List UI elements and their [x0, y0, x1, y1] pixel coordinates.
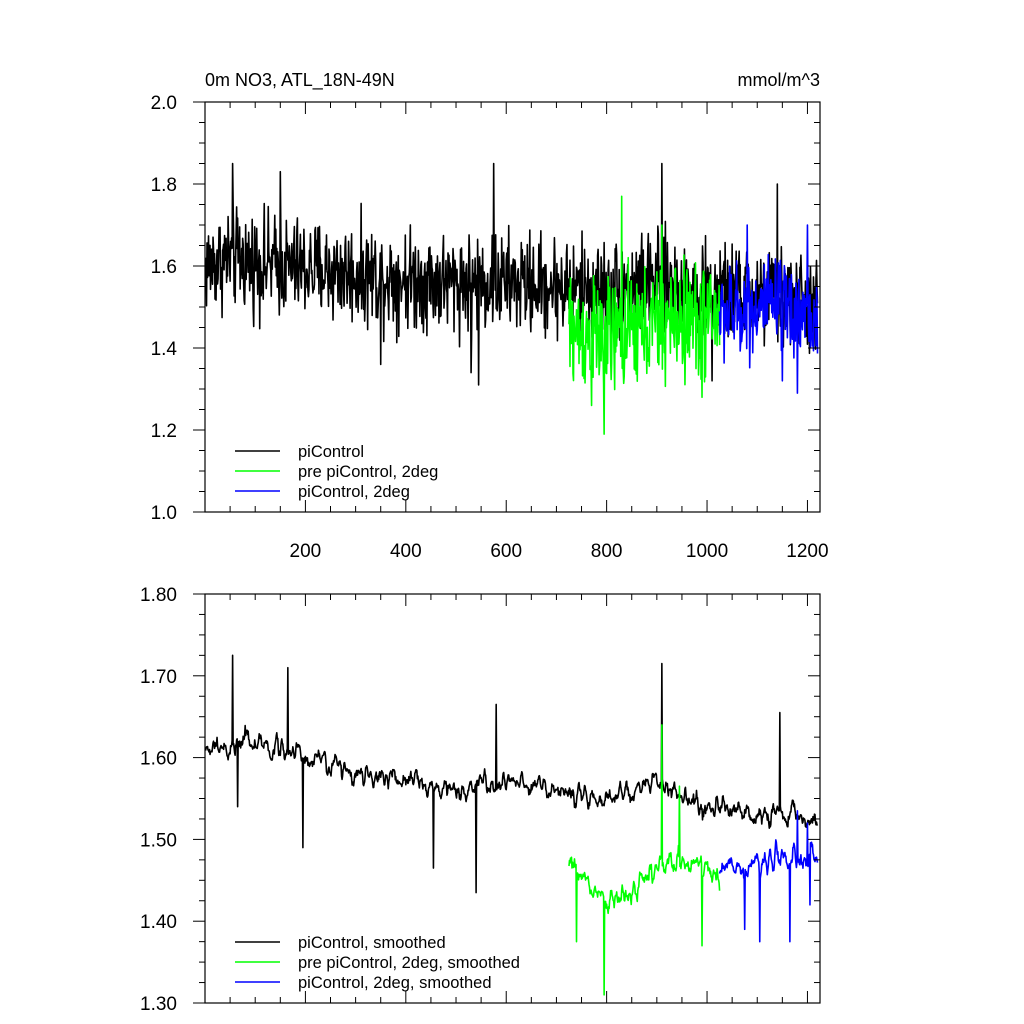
y-tick-label: 1.0: [151, 503, 177, 524]
series-line: [568, 724, 721, 996]
legend-label-picontrol-2deg: piControl, 2deg: [298, 483, 410, 501]
y-tick-label: 1.40: [140, 912, 177, 933]
series-line: [205, 654, 819, 894]
legend-label-picontrol-smoothed: piControl, smoothed: [298, 934, 446, 952]
legend-label-pre-picontrol-2deg-smoothed: pre piControl, 2deg, smoothed: [298, 954, 520, 972]
series-line: [718, 224, 819, 394]
series-line: [718, 809, 819, 943]
y-tick-label: 2.0: [151, 93, 177, 114]
y-tick-label: 1.80: [140, 585, 177, 606]
x-tick-label: 1200: [786, 541, 828, 562]
y-tick-label: 1.30: [140, 994, 177, 1015]
y-tick-label: 1.4: [151, 339, 178, 360]
x-tick-label: 600: [490, 541, 522, 562]
y-tick-label: 1.60: [140, 749, 177, 770]
top-legend: piControl pre piControl, 2deg piControl,…: [235, 443, 438, 501]
top-plot-area: 1.0 1.2 1.4 1.6 1.8 2.0 200 400 600 800 1000 1200: [151, 93, 829, 562]
y-tick-label: 1.8: [151, 175, 177, 196]
legend-label-picontrol: piControl: [298, 443, 364, 461]
y-tick-label: 1.70: [140, 667, 177, 688]
bottom-panel: 1.30 1.40 1.50 1.60 1.70 1.80 piControl, smoo…: [140, 585, 821, 1015]
x-tick-label: 1000: [686, 541, 728, 562]
series-line: [205, 162, 819, 386]
x-tick-label: 200: [290, 541, 322, 562]
y-tick-label: 1.2: [151, 421, 177, 442]
chart-title: 0m NO3, ATL_18N-49N: [205, 70, 395, 91]
units-label: mmol/m^3: [738, 70, 820, 90]
series-line: [568, 195, 721, 435]
bottom-plot-area: 1.30 1.40 1.50 1.60 1.70 1.80: [140, 585, 821, 1015]
bottom-legend: piControl, smoothed pre piControl, 2deg,…: [235, 934, 520, 992]
top-panel: 0m NO3, ATL_18N-49N mmol/m^3 1.01.21.41.…: [151, 70, 829, 562]
x-tick-label: 800: [591, 541, 623, 562]
legend-label-picontrol-2deg-smoothed: piControl, 2deg, smoothed: [298, 974, 492, 992]
y-tick-label: 1.6: [151, 257, 177, 278]
legend-label-pre-picontrol-2deg: pre piControl, 2deg: [298, 463, 438, 481]
x-tick-label: 400: [390, 541, 422, 562]
y-tick-label: 1.50: [140, 830, 177, 851]
